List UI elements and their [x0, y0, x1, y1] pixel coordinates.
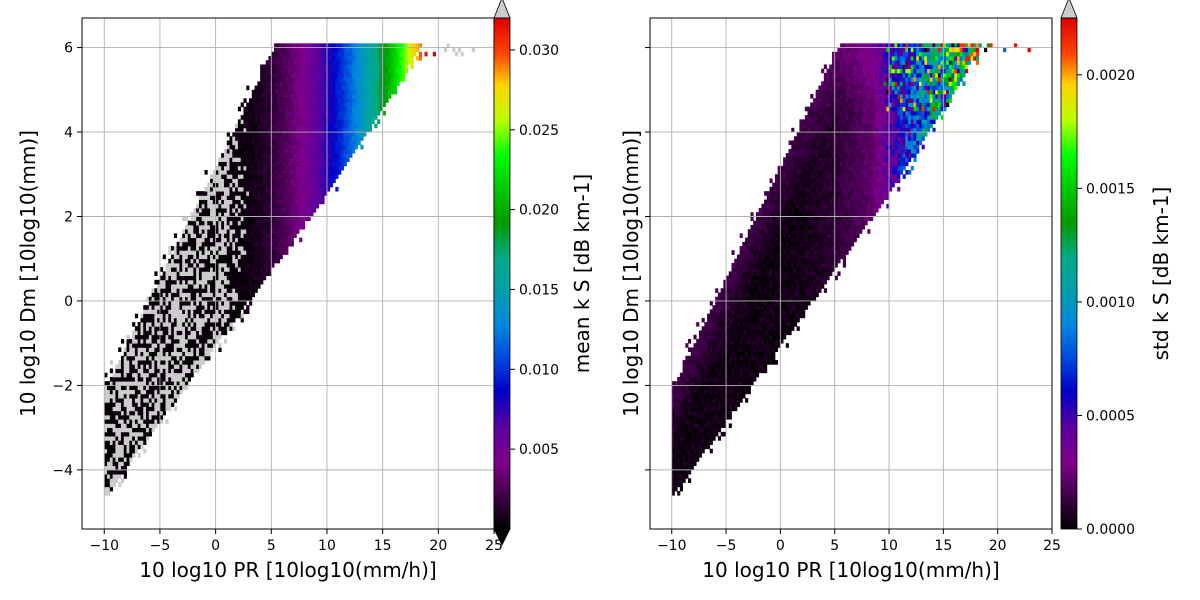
colorbar-label: mean k S [dB km-1] [570, 174, 594, 373]
colorbar-tick-label: 0.020 [519, 203, 559, 219]
y-tick-label: 4 [64, 125, 73, 141]
x-tick-label: 25 [485, 538, 503, 554]
colorbar-tick-label: 0.0000 [1086, 522, 1135, 538]
colorbar-gradient [494, 18, 510, 529]
colorbar: 0.0000 0.0005 0.0010 0.0015 0.0020 std k S [d… [1060, 0, 1173, 538]
x-axis-label: 10 log10 PR [10log10(mm/h)] [702, 558, 999, 582]
x-tick-label: 5 [267, 538, 276, 554]
x-tick-label: −5 [716, 538, 737, 554]
colorbar-frame [1060, 17, 1078, 530]
colorbar: 0.005 0.010 0.015 0.020 0.025 0.030 mean k S [… [493, 0, 594, 546]
x-tick-label: 15 [374, 538, 392, 554]
x-tick-label: 5 [830, 538, 839, 554]
y-axis-label: 10 log10 Dm [10log10(mm)] [16, 130, 40, 417]
x-tick-label: 20 [989, 538, 1007, 554]
right-panel: −10 −5 0 5 10 15 20 25 10 log10 PR [10log10(mm/h… [619, 0, 1173, 582]
y-axis-label: 10 log10 Dm [10log10(mm)] [619, 130, 643, 417]
colorbar-tick-label: 0.030 [519, 43, 559, 59]
x-tick-label: 0 [776, 538, 785, 554]
y-tick-label: −4 [52, 463, 73, 479]
plot-frame [649, 17, 1053, 530]
y-tick-label: 6 [64, 41, 73, 57]
colorbar-label: std k S [dB km-1] [1149, 187, 1173, 361]
heatmap-cells [104, 43, 475, 496]
colorbar-tick-label: 0.0010 [1086, 295, 1135, 311]
colorbar-tick-label: 0.0020 [1086, 68, 1135, 84]
left-panel: −10 −5 0 5 10 15 20 25 −4 −2 0 2 4 6 10 log10 PR [10lo… [16, 0, 594, 582]
x-tick-label: 10 [318, 538, 336, 554]
x-tick-label: 0 [211, 538, 220, 554]
colorbar-tick-label: 0.025 [519, 123, 559, 139]
colorbar-tick-label: 0.005 [519, 442, 559, 458]
colorbar-extend-max [1060, 0, 1078, 19]
heatmap-cells [671, 43, 1031, 496]
grid [82, 18, 495, 529]
x-tick-label: −10 [89, 538, 119, 554]
colorbar-tick-label: 0.010 [519, 362, 559, 378]
colorbar-gradient [1061, 18, 1077, 529]
x-axis-label: 10 log10 PR [10log10(mm/h)] [139, 558, 436, 582]
x-tick-label: 15 [934, 538, 952, 554]
x-tick-label: 25 [1043, 538, 1061, 554]
colorbar-extend-max [493, 0, 511, 19]
y-tick-label: 2 [64, 209, 73, 225]
y-tick-label: −2 [52, 378, 73, 394]
y-tick-label: 0 [64, 294, 73, 310]
x-tick-label: 10 [880, 538, 898, 554]
x-tick-label: 20 [429, 538, 447, 554]
colorbar-tick-label: 0.015 [519, 282, 559, 298]
x-tick-label: −10 [657, 538, 687, 554]
colorbar-frame [493, 17, 511, 530]
colorbar-tick-label: 0.0005 [1086, 408, 1135, 424]
x-tick-label: −5 [150, 538, 171, 554]
colorbar-tick-label: 0.0015 [1086, 181, 1135, 197]
